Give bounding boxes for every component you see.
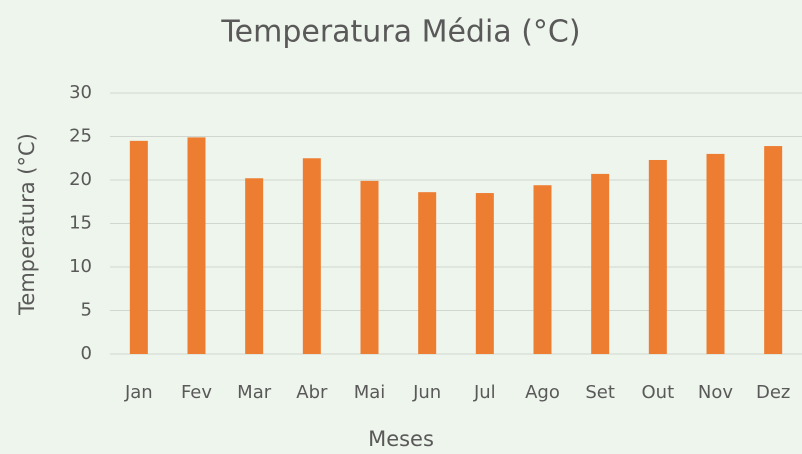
x-tick-label: Set: [585, 382, 615, 403]
bar: [706, 153, 725, 354]
x-tick-label: Mai: [354, 382, 386, 403]
y-tick-label: 15: [69, 213, 92, 234]
y-tick-label: 25: [69, 126, 92, 147]
y-tick-label: 30: [69, 82, 92, 103]
chart-title: Temperatura Média (°C): [220, 15, 580, 50]
x-tick-label: Mar: [237, 382, 272, 403]
x-axis-label: Meses: [368, 427, 434, 451]
x-tick-label: Out: [642, 382, 675, 403]
bar: [418, 192, 437, 354]
y-tick-label: 0: [81, 343, 92, 364]
x-tick-label: Jul: [473, 382, 496, 403]
bar: [302, 158, 321, 354]
y-axis-label: Temperatura (°C): [15, 133, 39, 316]
bar: [591, 173, 610, 354]
bar: [360, 180, 379, 354]
x-tick-label: Jan: [124, 382, 153, 403]
bar: [533, 185, 552, 354]
x-tick-label: Nov: [698, 382, 733, 403]
y-tick-label: 10: [69, 256, 92, 277]
bar: [129, 140, 148, 354]
y-tick-label: 5: [81, 300, 92, 321]
x-tick-label: Fev: [181, 382, 212, 403]
bar: [764, 146, 783, 354]
bar: [245, 178, 264, 354]
x-tick-label: Abr: [296, 382, 328, 403]
y-tick-label: 20: [69, 169, 92, 190]
bar: [187, 137, 206, 354]
x-tick-label: Ago: [525, 382, 560, 403]
x-tick-label: Jun: [412, 382, 441, 403]
bar: [475, 193, 494, 354]
x-tick-label: Dez: [756, 382, 790, 403]
bar: [648, 159, 667, 354]
